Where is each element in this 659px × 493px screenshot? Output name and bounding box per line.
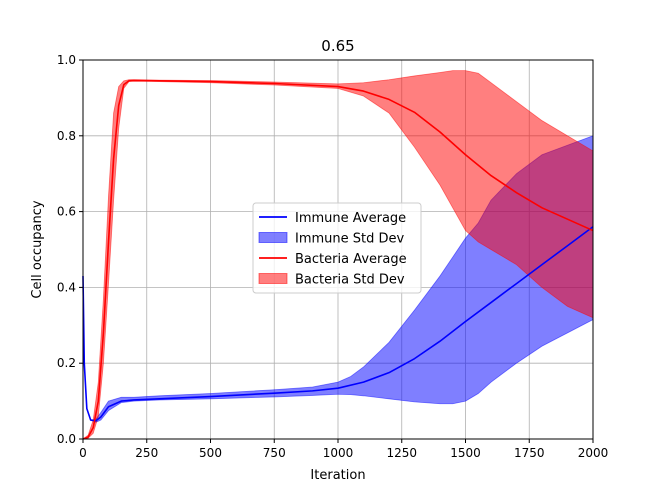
legend-box [252,202,422,294]
x-tick-label: 2000 [578,446,609,460]
y-tick-label: 1.0 [57,53,76,67]
x-tick-label: 500 [199,446,222,460]
bacteria-average-line [82,79,594,440]
x-tick-label: 0 [79,446,87,460]
x-tick-label: 1000 [323,446,354,460]
legend-label-immune-std-dev: Immune Std Dev [295,232,405,247]
legend-swatch-bacteria-std-dev [258,273,288,284]
x-axis-label: Iteration [310,468,365,483]
legend-swatch-immune-std-dev [258,232,288,243]
legend-label-bacteria-average: Bacteria Average [295,252,407,267]
legend-label-immune-average: Immune Average [295,211,406,226]
y-tick-label: 0.0 [57,432,76,446]
legend: Immune Average Immune Std Dev Bacteria Ave… [252,202,422,294]
y-axis-label: Cell occupancy [30,200,45,299]
x-axis: 0 250 500 750 1000 1250 1500 1750 2000 [79,439,608,460]
x-tick-label: 1500 [450,446,481,460]
x-tick-label: 750 [263,446,286,460]
legend-label-bacteria-std-dev: Bacteria Std Dev [295,273,405,288]
y-tick-label: 0.6 [57,205,76,219]
chart-title: 0.65 [321,37,354,55]
plot-area [82,70,594,440]
x-tick-label: 250 [135,446,158,460]
y-tick-label: 0.8 [57,129,76,143]
x-tick-label: 1750 [514,446,545,460]
x-tick-label: 1250 [386,446,417,460]
y-tick-label: 0.4 [57,280,76,294]
y-axis: 0.0 0.2 0.4 0.6 0.8 1.0 [57,53,83,446]
y-tick-label: 0.2 [57,356,76,370]
